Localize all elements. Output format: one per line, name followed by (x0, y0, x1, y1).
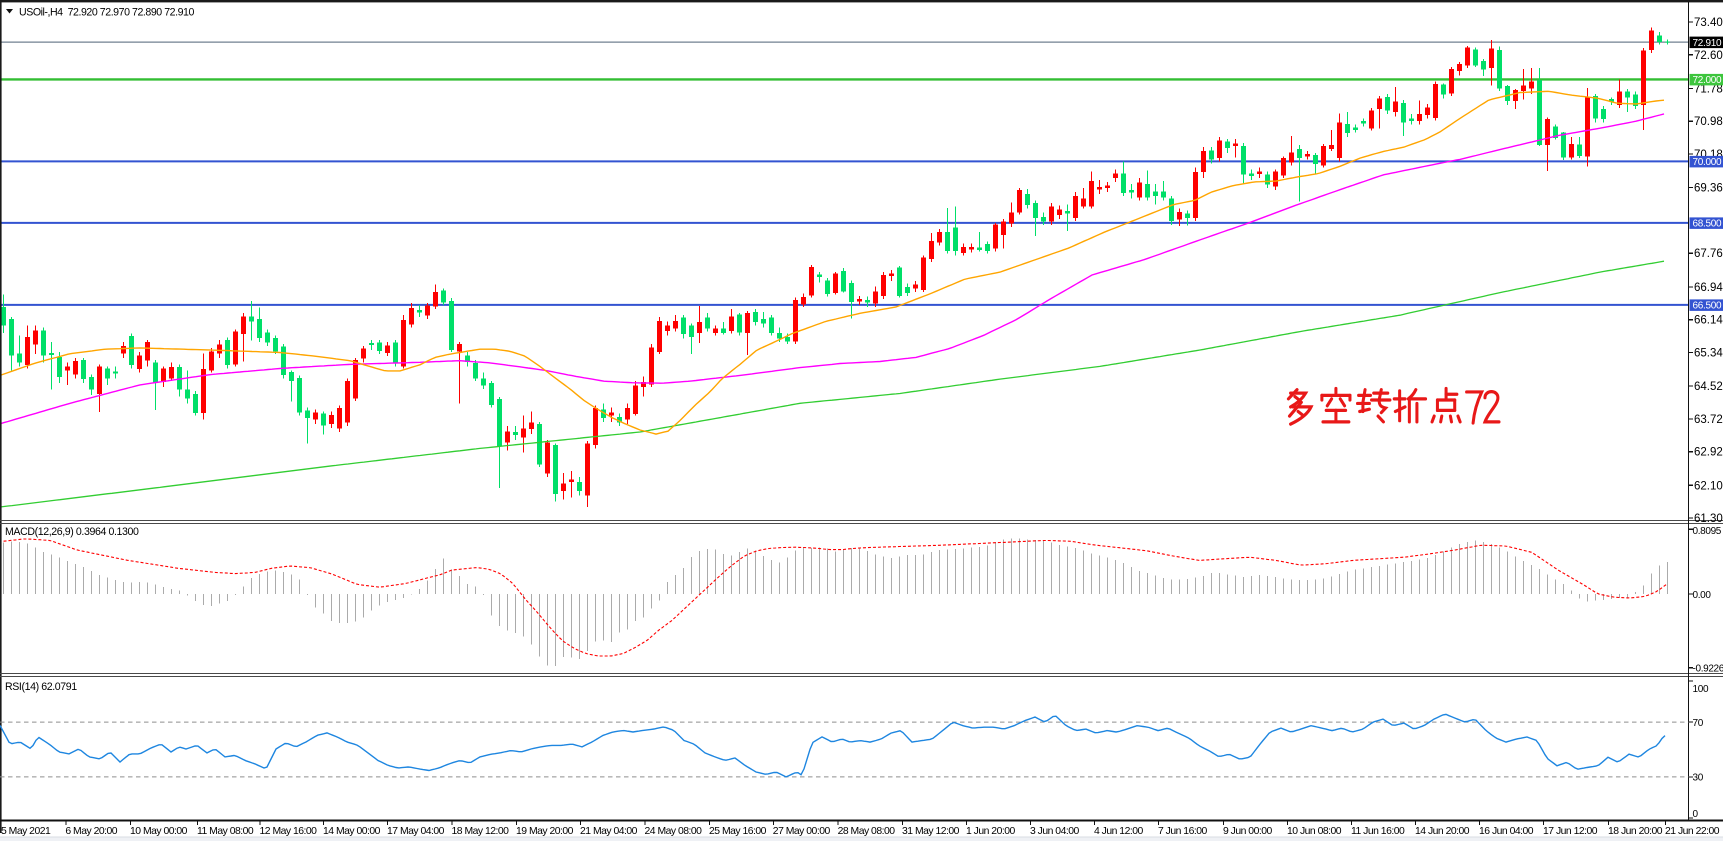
svg-text:3 Jun 04:00: 3 Jun 04:00 (1030, 826, 1080, 837)
svg-text:66.940: 66.940 (1694, 282, 1723, 294)
svg-text:63.720: 63.720 (1694, 414, 1723, 426)
svg-text:-0.9226: -0.9226 (1693, 664, 1723, 675)
svg-text:72.600: 72.600 (1694, 50, 1723, 62)
svg-text:18 May 12:00: 18 May 12:00 (452, 826, 510, 837)
svg-text:12 May 16:00: 12 May 16:00 (260, 826, 318, 837)
svg-text:0: 0 (1693, 809, 1699, 820)
svg-text:1 Jun 20:00: 1 Jun 20:00 (966, 826, 1016, 837)
svg-text:17 May 04:00: 17 May 04:00 (387, 826, 445, 837)
svg-text:68.500: 68.500 (1693, 219, 1723, 230)
svg-text:66.140: 66.140 (1694, 315, 1723, 327)
svg-text:65.340: 65.340 (1694, 348, 1723, 360)
svg-text:0.00: 0.00 (1693, 590, 1712, 601)
svg-text:18 Jun 20:00: 18 Jun 20:00 (1608, 826, 1663, 837)
svg-text:9 Jun 00:00: 9 Jun 00:00 (1223, 826, 1273, 837)
svg-text:28 May 08:00: 28 May 08:00 (838, 826, 896, 837)
svg-text:72.910: 72.910 (1693, 38, 1723, 49)
svg-text:14 May 00:00: 14 May 00:00 (323, 826, 381, 837)
svg-text:100: 100 (1693, 684, 1710, 695)
svg-text:RSI(14) 62.0791: RSI(14) 62.0791 (5, 681, 77, 693)
svg-text:70.000: 70.000 (1693, 157, 1723, 168)
svg-text:5 May 2021: 5 May 2021 (1, 826, 51, 837)
svg-text:62.100: 62.100 (1694, 480, 1723, 492)
svg-text:69.360: 69.360 (1694, 183, 1723, 195)
svg-text:6 May 20:00: 6 May 20:00 (65, 826, 117, 837)
svg-text:11 May 08:00: 11 May 08:00 (197, 826, 254, 837)
svg-text:USOil-,H4 72.920 72.970 72.89: USOil-,H4 72.920 72.970 72.890 72.910 (19, 6, 194, 18)
svg-text:30: 30 (1693, 773, 1704, 784)
svg-text:70.980: 70.980 (1694, 116, 1723, 128)
svg-text:73.400: 73.400 (1694, 17, 1723, 29)
svg-text:70: 70 (1693, 718, 1704, 729)
svg-text:31 May 12:00: 31 May 12:00 (902, 826, 960, 837)
svg-text:61.300: 61.300 (1694, 513, 1723, 525)
svg-text:21 May 04:00: 21 May 04:00 (580, 826, 638, 837)
svg-text:16 Jun 04:00: 16 Jun 04:00 (1479, 826, 1534, 837)
svg-text:21 Jun 22:00: 21 Jun 22:00 (1665, 826, 1720, 837)
svg-text:11 Jun 16:00: 11 Jun 16:00 (1351, 826, 1405, 837)
svg-text:10 Jun 08:00: 10 Jun 08:00 (1287, 826, 1342, 837)
svg-text:17 Jun 12:00: 17 Jun 12:00 (1543, 826, 1598, 837)
svg-text:14 Jun 20:00: 14 Jun 20:00 (1415, 826, 1470, 837)
svg-text:19 May 20:00: 19 May 20:00 (516, 826, 574, 837)
svg-text:MACD(12,26,9) 0.3964 0.1300: MACD(12,26,9) 0.3964 0.1300 (5, 526, 139, 538)
svg-text:64.520: 64.520 (1694, 381, 1723, 393)
svg-text:66.500: 66.500 (1693, 301, 1723, 312)
svg-text:10 May 00:00: 10 May 00:00 (130, 826, 188, 837)
svg-text:24 May 08:00: 24 May 08:00 (645, 826, 703, 837)
svg-text:4 Jun 12:00: 4 Jun 12:00 (1094, 826, 1144, 837)
svg-text:67.760: 67.760 (1694, 248, 1723, 260)
svg-text:72.000: 72.000 (1693, 75, 1723, 86)
svg-text:27 May 00:00: 27 May 00:00 (773, 826, 831, 837)
svg-text:7 Jun 16:00: 7 Jun 16:00 (1158, 826, 1208, 837)
svg-text:0.8095: 0.8095 (1693, 526, 1722, 537)
svg-text:25 May 16:00: 25 May 16:00 (709, 826, 767, 837)
svg-text:62.920: 62.920 (1694, 447, 1723, 459)
svg-text:71.780: 71.780 (1694, 83, 1723, 95)
